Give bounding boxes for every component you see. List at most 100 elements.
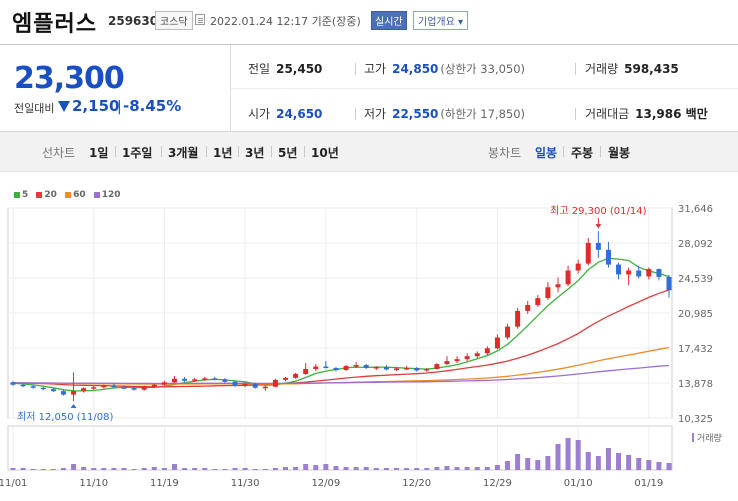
candle-body [323, 366, 329, 369]
line-chart-label: 선차트 [42, 146, 76, 160]
volume-bar [373, 468, 379, 470]
separator [575, 108, 576, 120]
x-tick-label: 01/19 [634, 478, 663, 489]
legend-swatch [93, 191, 100, 198]
candle-body [505, 326, 511, 338]
market-badge: 코스닥 [155, 11, 193, 30]
candle-body [373, 367, 379, 369]
x-tick-label: 12/29 [483, 478, 512, 489]
volume-bar [111, 468, 117, 470]
volume-bar [636, 458, 642, 470]
candle-body [394, 368, 400, 371]
candle-body [222, 379, 228, 382]
volume-bar [565, 438, 571, 470]
period-1week[interactable]: 1주일 [122, 146, 153, 160]
legend-swatch [65, 191, 72, 198]
candlesticks [10, 231, 672, 402]
candle-body [666, 276, 672, 291]
volume-bar [363, 467, 369, 470]
volume-bar [383, 468, 389, 470]
quote-divider [231, 88, 738, 89]
volume-bar [60, 468, 66, 470]
volume-bar [81, 467, 87, 470]
volume-bar [222, 469, 228, 470]
x-tick-label: 11/19 [150, 478, 179, 489]
volume-bar [575, 440, 581, 470]
candle-monthly[interactable]: 월봉 [608, 146, 631, 160]
candle-body [383, 367, 389, 370]
y-tick-label: 17,432 [678, 344, 713, 355]
candle-body [404, 368, 410, 370]
current-price: 23,300 [14, 61, 125, 96]
candle-body [636, 270, 642, 277]
legend-ma60: 60 [65, 190, 86, 200]
legend-label: 120 [101, 190, 121, 200]
candle-body [434, 364, 440, 369]
candle-body [40, 387, 46, 390]
candle-weekly[interactable]: 주봉 [571, 146, 594, 160]
period-3year[interactable]: 3년 [245, 146, 265, 160]
volume-bar [545, 456, 551, 470]
candle-body [202, 378, 208, 380]
price-chart[interactable]: 31,646 28,092 24,539 20,985 17,432 13,878 10,3… [0, 196, 738, 496]
volume-bar [525, 458, 531, 470]
candle-daily[interactable]: 일봉 [535, 146, 558, 160]
candle-body [303, 368, 309, 374]
volume-bar [494, 465, 500, 470]
period-3month[interactable]: 3개월 [168, 146, 199, 160]
volume-bar [272, 468, 278, 470]
volume-bar [262, 469, 268, 470]
volume-bar [424, 468, 430, 470]
divider [115, 146, 116, 157]
candle-body [111, 385, 117, 388]
volume-bar [474, 467, 480, 470]
high-value: 24,850 [392, 62, 439, 76]
volume-bar [293, 467, 299, 470]
candle-body [131, 388, 137, 390]
period-1day[interactable]: 1일 [89, 146, 109, 160]
change-separator: | [117, 99, 122, 115]
candle-body [282, 377, 288, 380]
max-arrow-head-icon [595, 224, 602, 229]
period-10year[interactable]: 10년 [311, 146, 339, 160]
realtime-button[interactable]: 실시간 [371, 11, 407, 30]
volume-bar [323, 464, 329, 470]
volume-bar [343, 467, 349, 470]
volume-bar [444, 466, 450, 470]
period-toolbar: 선차트 1일 1주일 3개월 1년 3년 5년 10년 봉차트 일봉 주봉 월봉 [0, 132, 738, 172]
x-tick-label: 11/30 [231, 478, 260, 489]
candle-body [20, 384, 26, 387]
y-tick-label: 10,325 [678, 414, 713, 425]
period-5year[interactable]: 5년 [278, 146, 298, 160]
volume-bar [404, 468, 410, 470]
open-value: 24,650 [276, 107, 323, 121]
candle-body [484, 348, 490, 354]
candle-body [151, 384, 157, 387]
company-overview-button[interactable]: 기업개요 ▾ [413, 11, 468, 30]
volume-bar [232, 468, 238, 470]
candle-body [192, 379, 198, 381]
candle-body [252, 383, 258, 388]
volume-bar [666, 463, 672, 470]
price-box: 23,300 전일대비 2,150 | -8.45% [0, 45, 231, 131]
volume-bar [505, 461, 511, 470]
volume-label: 거래량 [697, 432, 722, 444]
max-price-annotation: 최고 29,300 (01/14) [550, 205, 646, 217]
legend-ma120: 120 [93, 190, 121, 200]
document-icon [195, 14, 205, 25]
open-label: 시가 [248, 107, 271, 121]
trade-value: 거래대금 13,986 백만 [585, 105, 708, 122]
volume-bar [605, 448, 611, 470]
legend-ma5: 5 [14, 190, 28, 200]
high-label: 고가 [364, 62, 387, 76]
divider [271, 146, 272, 157]
volume-bar [10, 468, 16, 470]
volume-bar [303, 464, 309, 470]
y-tick-label: 20,985 [678, 309, 713, 320]
prev-close: 전일 25,450 [248, 60, 322, 77]
period-1year[interactable]: 1년 [213, 146, 233, 160]
candle-body [414, 368, 420, 371]
candle-body [101, 385, 107, 388]
candle-body [363, 365, 369, 369]
legend-swatch [14, 191, 20, 198]
